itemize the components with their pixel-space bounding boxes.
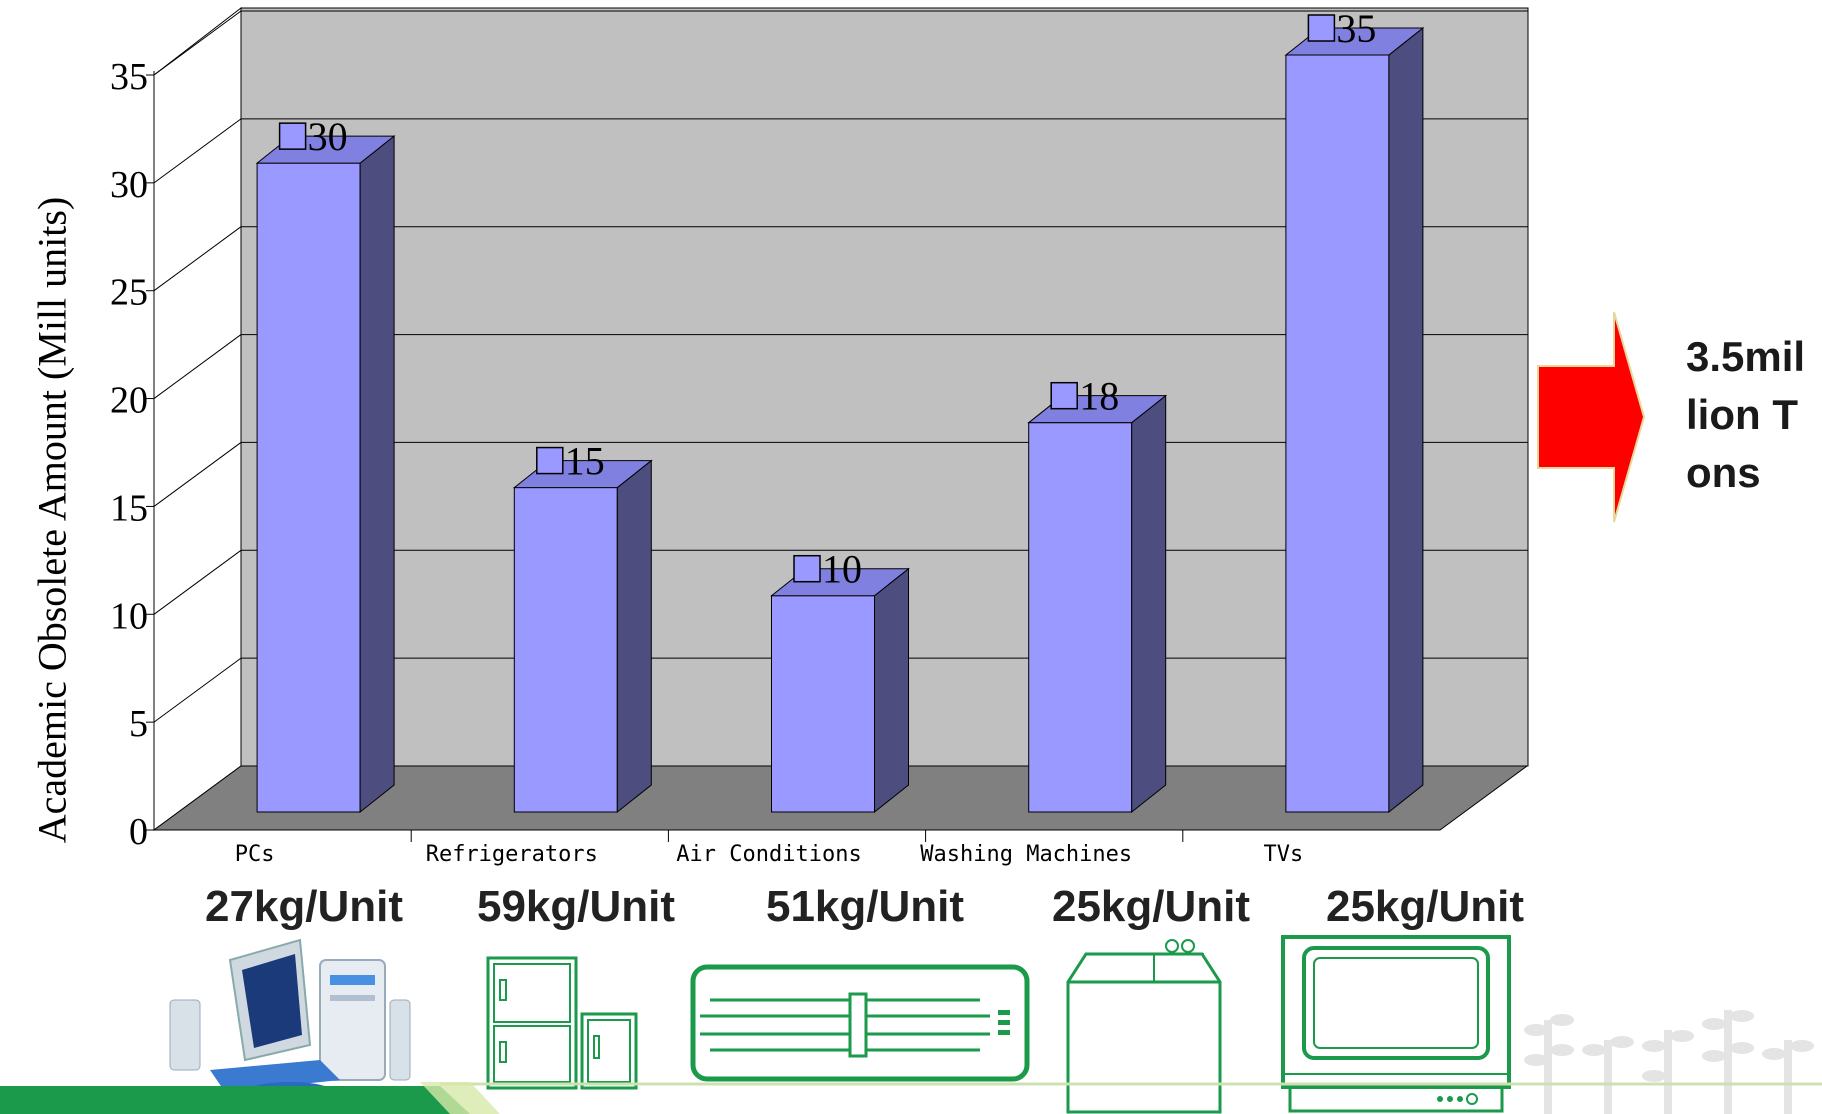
data-label: 30 [308, 114, 348, 159]
unit-weight-tvs: 25kg/Unit [1325, 882, 1525, 931]
grid-diagonal [153, 10, 242, 76]
plant-decoration-icon [1524, 1010, 1814, 1114]
y-tick-label: 15 [110, 487, 148, 529]
grid-diagonal [153, 226, 242, 292]
footer-accent-bar [0, 1082, 1822, 1114]
unit-weight-air-conditions: 51kg/Unit [765, 882, 965, 931]
bar-side [874, 567, 909, 814]
data-label-key [536, 446, 564, 475]
y-tick-label: 25 [110, 272, 148, 314]
air-conditioner-icon [690, 964, 1030, 1082]
x-axis-ticks: PCs Refrigerators Air Conditions Washing Ma… [154, 829, 1440, 867]
grid-diagonal [153, 442, 242, 507]
y-tick-label: 35 [110, 56, 148, 98]
washing-machine-icon [1066, 939, 1222, 1114]
bar-tvs [1284, 26, 1425, 814]
x-tick-label: Washing Machines [920, 842, 1132, 867]
red-arrow-icon [1537, 311, 1646, 523]
y-tick-label: 20 [110, 380, 148, 422]
unit-weight-washing-machines: 25kg/Unit [1051, 882, 1251, 931]
x-tick-label: TVs [1264, 842, 1304, 867]
data-label-key [793, 554, 821, 583]
bar-front [1285, 54, 1390, 813]
y-tick-label: 5 [129, 703, 148, 745]
y-axis-ticks: 0 5 10 15 20 25 30 35 [110, 56, 155, 853]
data-label-key [278, 122, 307, 150]
grid-diagonal [153, 657, 242, 723]
bar-refrigerators [512, 459, 653, 814]
tv-icon [1281, 935, 1511, 1113]
y-axis-title: Academic Obsolete Amount (Mill units) [29, 196, 75, 844]
bar-side [1131, 394, 1167, 814]
grid-diagonal [153, 334, 242, 399]
x-tick-label: Air Conditions [676, 842, 861, 867]
data-label: 35 [1336, 6, 1376, 51]
x-tick-label: Refrigerators [426, 842, 598, 867]
data-label: 15 [565, 439, 605, 484]
unit-weight-pcs: 27kg/Unit [204, 882, 404, 931]
x-tick-label: PCs [235, 842, 275, 867]
bar-front [1028, 422, 1133, 813]
y-tick-label: 30 [110, 164, 148, 206]
refrigerator-icon [486, 956, 638, 1090]
data-label-key [1307, 14, 1336, 42]
data-labels: 30 15 10 18 35 [278, 6, 1376, 592]
computer-icon [150, 930, 422, 1106]
bar-pcs [255, 135, 396, 814]
side-wall [153, 6, 242, 831]
grid-diagonal [153, 118, 242, 184]
bar-washing-machines [1027, 394, 1168, 814]
y-tick-label: 0 [129, 811, 148, 853]
bar-side [359, 135, 395, 814]
bar-front [513, 487, 618, 813]
bar-front [256, 162, 361, 813]
data-label: 10 [822, 547, 862, 592]
y-tick-label: 10 [110, 595, 148, 637]
bar-air-conditions [770, 567, 910, 814]
grid-diagonal [153, 549, 242, 615]
total-weight-callout: 3.5million Tons [1686, 333, 1806, 496]
data-label-key [1050, 381, 1078, 410]
data-label: 18 [1079, 374, 1119, 419]
bar-front [771, 595, 875, 813]
bar-side [1388, 26, 1424, 814]
unit-weight-refrigerators: 59kg/Unit [476, 882, 676, 931]
bar-side [616, 459, 652, 814]
